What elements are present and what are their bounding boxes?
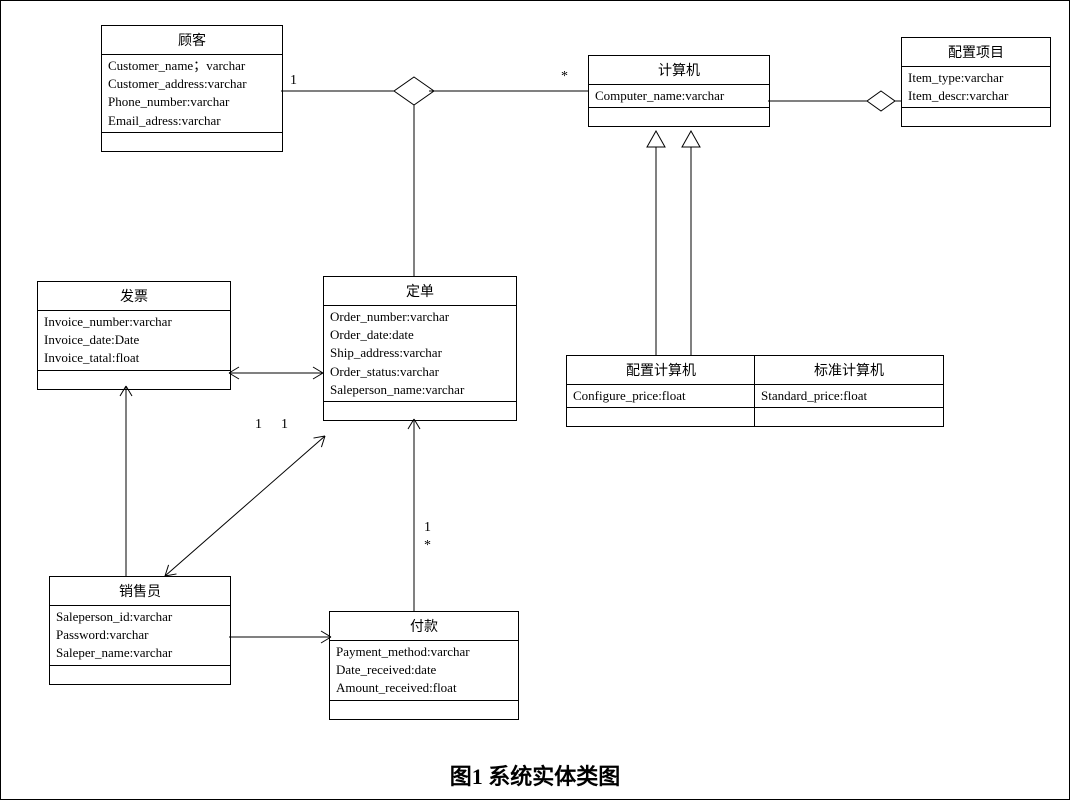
- class-customer: 顾客 Customer_name；varchar Customer_addres…: [101, 25, 283, 152]
- label-star-payment: *: [424, 538, 431, 554]
- class-config-computer-title: 配置计算机: [567, 356, 755, 385]
- label-one-payment: 1: [424, 520, 431, 536]
- class-order-title: 定单: [324, 277, 516, 306]
- class-config-item-attrs: Item_type:varchar Item_descr:varchar: [902, 67, 1050, 108]
- class-std-computer-title: 标准计算机: [755, 356, 943, 385]
- label-one-invoice: 1: [255, 417, 262, 433]
- class-std-computer: 标准计算机 Standard_price:float: [754, 355, 944, 427]
- class-invoice: 发票 Invoice_number:varchar Invoice_date:D…: [37, 281, 231, 390]
- class-customer-title: 顾客: [102, 26, 282, 55]
- class-customer-attrs: Customer_name；varchar Customer_address:v…: [102, 55, 282, 133]
- class-config-item-title: 配置项目: [902, 38, 1050, 67]
- class-computer-attrs: Computer_name:varchar: [589, 85, 769, 108]
- class-salesperson-title: 销售员: [50, 577, 230, 606]
- class-computer: 计算机 Computer_name:varchar: [588, 55, 770, 127]
- class-payment-title: 付款: [330, 612, 518, 641]
- class-invoice-title: 发票: [38, 282, 230, 311]
- class-config-computer: 配置计算机 Configure_price:float: [566, 355, 756, 427]
- class-payment-attrs: Payment_method:varchar Date_received:dat…: [330, 641, 518, 701]
- class-order: 定单 Order_number:varchar Order_date:date …: [323, 276, 517, 421]
- class-salesperson: 销售员 Saleperson_id:varchar Password:varch…: [49, 576, 231, 685]
- figure-caption: 图1 系统实体类图: [1, 759, 1069, 791]
- class-order-attrs: Order_number:varchar Order_date:date Shi…: [324, 306, 516, 402]
- class-payment: 付款 Payment_method:varchar Date_received:…: [329, 611, 519, 720]
- label-star-computer: *: [561, 69, 568, 85]
- label-one-customer: 1: [290, 73, 297, 89]
- class-invoice-attrs: Invoice_number:varchar Invoice_date:Date…: [38, 311, 230, 371]
- class-config-item: 配置项目 Item_type:varchar Item_descr:varcha…: [901, 37, 1051, 127]
- class-salesperson-attrs: Saleperson_id:varchar Password:varchar S…: [50, 606, 230, 666]
- class-config-computer-attrs: Configure_price:float: [567, 385, 755, 408]
- class-std-computer-attrs: Standard_price:float: [755, 385, 943, 408]
- label-one-order: 1: [281, 417, 288, 433]
- class-computer-title: 计算机: [589, 56, 769, 85]
